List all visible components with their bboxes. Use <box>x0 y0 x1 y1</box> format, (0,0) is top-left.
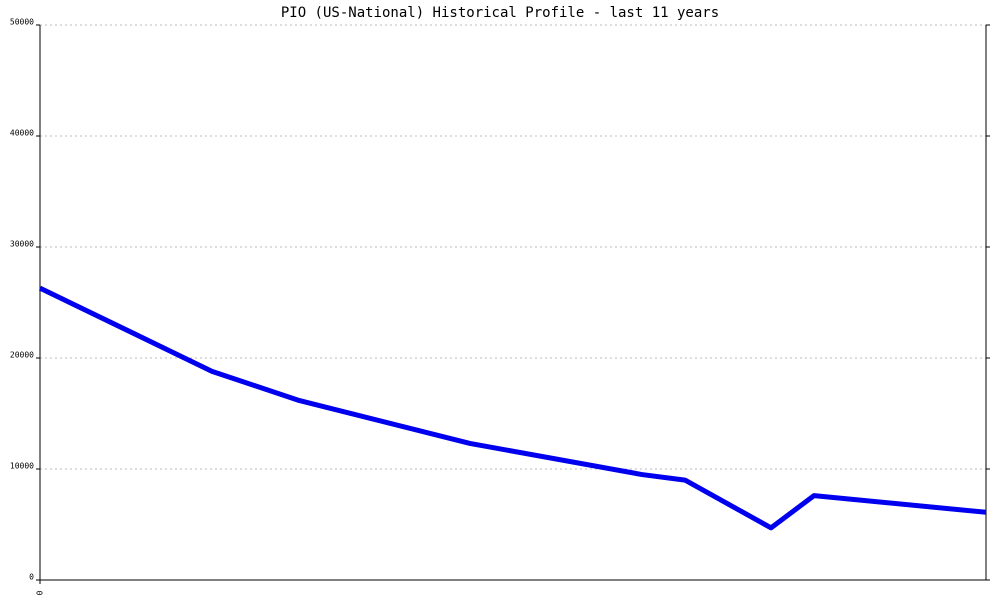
chart-title: PIO (US-National) Historical Profile - l… <box>281 5 719 21</box>
y-tick-label: 10000 <box>10 462 34 471</box>
y-tick-label: 40000 <box>10 129 34 138</box>
data-line <box>38 285 987 531</box>
y-tick-label: 20000 <box>10 351 34 360</box>
y-tick-label: 30000 <box>10 240 34 249</box>
x-tick-label: 0 <box>36 590 45 595</box>
y-tick-label: 50000 <box>10 18 34 27</box>
y-tick-label: 0 <box>29 573 34 582</box>
